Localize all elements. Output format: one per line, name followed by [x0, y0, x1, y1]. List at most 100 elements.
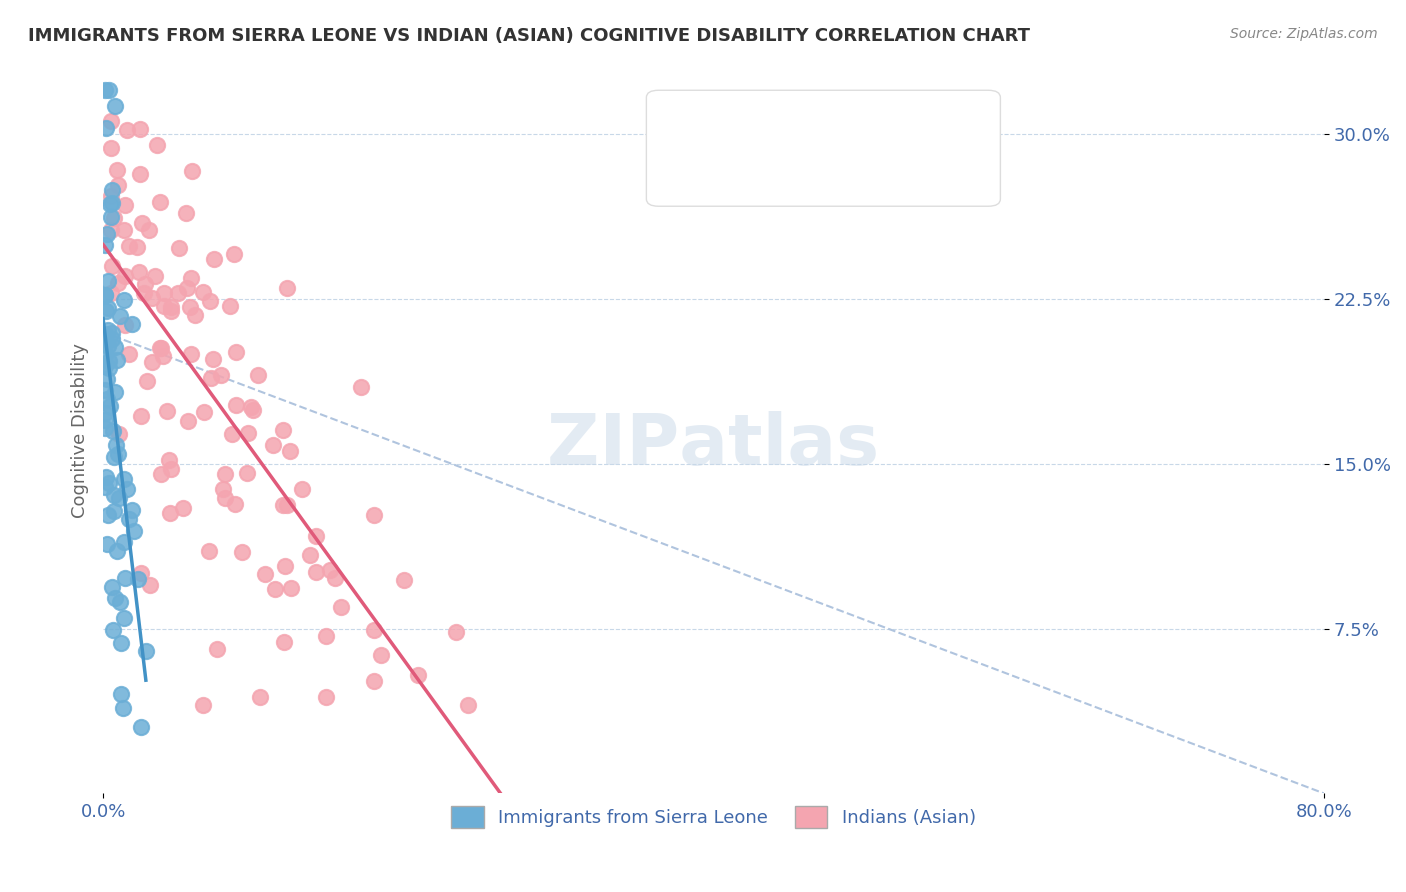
- Point: [93, 413, 115, 427]
- Point: [118, 238, 141, 252]
- FancyBboxPatch shape: [647, 90, 1001, 206]
- Text: IMMIGRANTS FROM SIERRA LEONE VS INDIAN (ASIAN) COGNITIVE DISABILITY CORRELATION : IMMIGRANTS FROM SIERRA LEONE VS INDIAN (…: [28, 27, 1031, 45]
- Point: [101, 424, 124, 438]
- Point: [156, 404, 179, 418]
- Point: [238, 426, 260, 441]
- Point: [128, 265, 150, 279]
- Point: [291, 482, 314, 496]
- Point: [127, 572, 149, 586]
- Point: [128, 167, 150, 181]
- Point: [118, 347, 141, 361]
- Point: [110, 636, 132, 650]
- Point: [110, 595, 132, 609]
- Point: [115, 123, 138, 137]
- Point: [103, 450, 125, 465]
- Point: [121, 317, 143, 331]
- Point: [94, 331, 117, 345]
- Point: [101, 196, 124, 211]
- Point: [305, 565, 328, 579]
- Point: [125, 240, 148, 254]
- Point: [280, 581, 302, 595]
- Point: [278, 443, 301, 458]
- Point: [174, 205, 197, 219]
- Point: [101, 183, 124, 197]
- Point: [240, 400, 263, 414]
- Point: [392, 573, 415, 587]
- Point: [198, 544, 221, 558]
- Point: [157, 453, 180, 467]
- Point: [93, 237, 115, 252]
- Point: [153, 286, 176, 301]
- Point: [363, 674, 385, 689]
- Point: [262, 437, 284, 451]
- Point: [98, 399, 121, 413]
- Point: [180, 271, 202, 285]
- Point: [363, 508, 385, 522]
- Point: [276, 281, 298, 295]
- Point: [97, 323, 120, 337]
- Point: [249, 690, 271, 704]
- Point: [97, 83, 120, 97]
- Point: [225, 344, 247, 359]
- Point: [100, 222, 122, 236]
- Point: [93, 326, 115, 341]
- Point: [93, 288, 115, 302]
- Point: [129, 409, 152, 423]
- Point: [94, 83, 117, 97]
- Point: [101, 624, 124, 638]
- Point: [104, 384, 127, 399]
- Point: [115, 482, 138, 496]
- Point: [104, 98, 127, 112]
- Legend: Immigrants from Sierra Leone, Indians (Asian): Immigrants from Sierra Leone, Indians (A…: [444, 798, 983, 835]
- Point: [103, 504, 125, 518]
- Point: [104, 340, 127, 354]
- Point: [139, 577, 162, 591]
- Point: [143, 269, 166, 284]
- Text: ZIP​atlas: ZIP​atlas: [547, 411, 880, 480]
- Point: [122, 524, 145, 538]
- Point: [112, 223, 135, 237]
- Point: [167, 241, 190, 255]
- Point: [98, 354, 121, 368]
- Point: [224, 497, 246, 511]
- Point: [149, 341, 172, 355]
- Point: [93, 420, 115, 434]
- Point: [114, 268, 136, 283]
- Point: [108, 309, 131, 323]
- Point: [93, 288, 115, 302]
- Point: [298, 548, 321, 562]
- Point: [225, 398, 247, 412]
- Point: [94, 359, 117, 374]
- Point: [96, 372, 118, 386]
- Point: [181, 164, 204, 178]
- Point: [94, 121, 117, 136]
- Point: [100, 114, 122, 128]
- Point: [273, 635, 295, 649]
- Point: [114, 472, 136, 486]
- Point: [236, 466, 259, 480]
- Point: [112, 535, 135, 549]
- Point: [204, 252, 226, 267]
- Point: [177, 414, 200, 428]
- Point: [159, 300, 181, 314]
- Point: [159, 303, 181, 318]
- Point: [108, 426, 131, 441]
- Point: [93, 383, 115, 397]
- Point: [135, 374, 157, 388]
- Point: [446, 625, 468, 640]
- Point: [138, 223, 160, 237]
- Point: [107, 491, 129, 505]
- Point: [172, 500, 194, 515]
- Point: [97, 475, 120, 490]
- Point: [273, 423, 295, 437]
- Point: [112, 610, 135, 624]
- Point: [129, 122, 152, 136]
- Point: [209, 368, 232, 382]
- Point: [330, 599, 353, 614]
- Point: [112, 293, 135, 307]
- Point: [246, 368, 269, 383]
- Point: [114, 318, 136, 333]
- Point: [315, 690, 337, 705]
- Point: [201, 352, 224, 367]
- Point: [100, 211, 122, 225]
